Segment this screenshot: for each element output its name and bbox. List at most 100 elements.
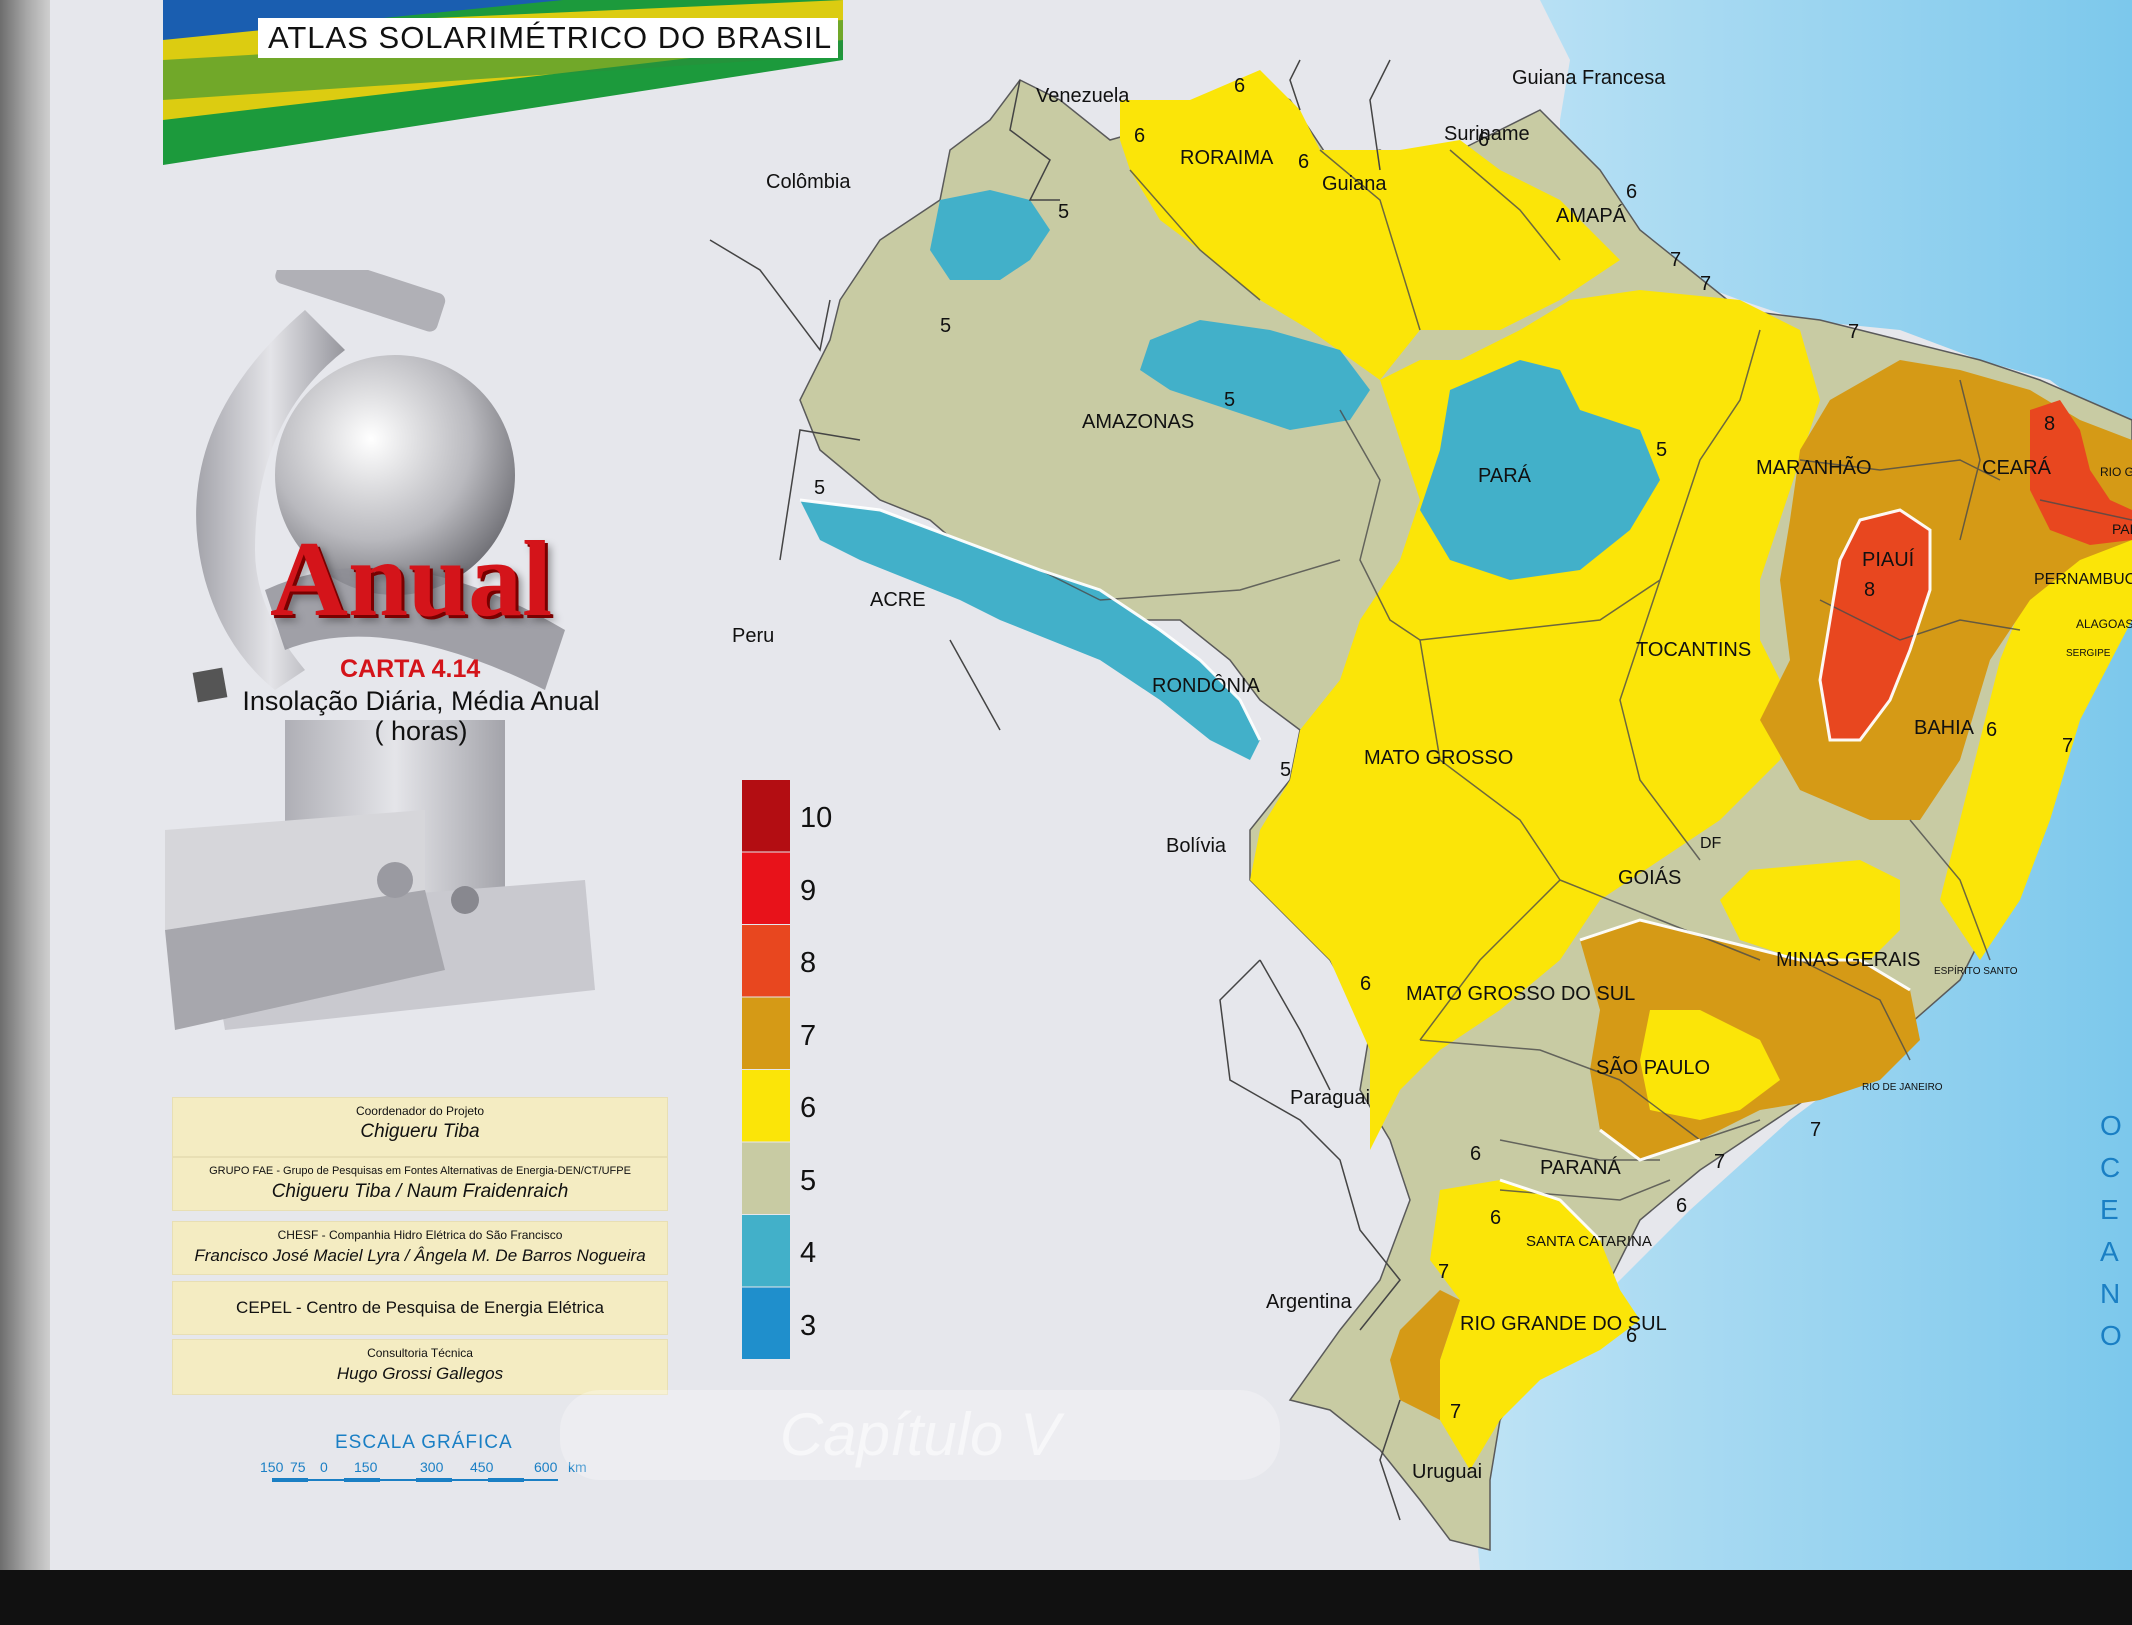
legend-swatch — [742, 1142, 790, 1214]
state-label: MATO GROSSO — [1364, 747, 1513, 769]
atlantic-ocean — [1470, 0, 2132, 1570]
map-title: Anual — [270, 520, 553, 639]
svg-text:7: 7 — [1670, 249, 1681, 271]
svg-text:5: 5 — [814, 477, 825, 499]
legend-swatch — [742, 997, 790, 1069]
region-4-roraima-west — [930, 190, 1050, 280]
legend-value: 4 — [800, 1237, 817, 1269]
state-label: SERGIPE — [2066, 648, 2111, 659]
svg-text:5: 5 — [1224, 389, 1235, 411]
state-label: DF — [1700, 835, 1722, 852]
state-label: MINAS GERAIS — [1776, 949, 1920, 971]
svg-text:6: 6 — [1676, 1195, 1687, 1217]
state-label: AMAZONAS — [1082, 411, 1194, 433]
region-6-central — [1250, 290, 1820, 1150]
ocean-label-letter: E — [2100, 1194, 2119, 1225]
svg-text:6: 6 — [1360, 973, 1371, 995]
svg-text:6: 6 — [1490, 1207, 1501, 1229]
credit-role: GRUPO FAE - Grupo de Pesquisas em Fontes… — [209, 1165, 631, 1177]
credit-coordinator: Coordenador do Projeto Chigueru Tiba — [173, 1098, 667, 1156]
svg-text:6: 6 — [1986, 719, 1997, 741]
region-8-rn — [2030, 400, 2132, 545]
state-label: TOCANTINS — [1636, 639, 1751, 661]
country-label: Colômbia — [766, 171, 851, 193]
credit-consultoria: Consultoria Técnica Hugo Grossi Gallegos — [173, 1340, 667, 1394]
scale-title: ESCALA GRÁFICA — [335, 1432, 513, 1453]
legend-value: 8 — [800, 947, 817, 979]
svg-text:7: 7 — [1450, 1401, 1461, 1423]
legend-swatch — [742, 925, 790, 997]
state-label: MATO GROSSO DO SUL — [1406, 983, 1635, 1005]
credit-names: Hugo Grossi Gallegos — [336, 1364, 504, 1383]
svg-text:8: 8 — [2044, 413, 2055, 435]
region-7-south — [1390, 1290, 1460, 1420]
map-unit: ( horas) — [374, 716, 468, 746]
scale-tick: 300 — [420, 1459, 444, 1475]
credit-names: Francisco José Maciel Lyra / Ângela M. D… — [194, 1246, 646, 1265]
ocean-label-letter: O — [2100, 1110, 2122, 1141]
country-label: Argentina — [1266, 1291, 1352, 1313]
scale-tick: 450 — [470, 1459, 494, 1475]
svg-text:7: 7 — [1810, 1119, 1821, 1141]
region-8-piaui — [1820, 510, 1930, 740]
map-description: Insolação Diária, Média Anual — [242, 686, 600, 716]
credit-role: Coordenador do Projeto — [355, 1104, 485, 1118]
region-6-south — [1430, 1180, 1640, 1470]
ocean-label-letter: A — [2100, 1236, 2119, 1267]
ocean-label-letter: N — [2100, 1278, 2121, 1309]
credit-role: CEPEL - Centro de Pesquisa de Energia El… — [236, 1298, 604, 1317]
state-label: CEARÁ — [1982, 456, 2052, 479]
svg-text:7: 7 — [1700, 273, 1711, 295]
svg-text:6: 6 — [1626, 1325, 1637, 1347]
credit-cepel: CEPEL - Centro de Pesquisa de Energia El… — [173, 1282, 667, 1334]
country-label: Venezuela — [1036, 85, 1130, 107]
brazil-insolation-map: Venezuela Guiana Francesa Suriname Guian… — [709, 59, 2132, 1551]
svg-text:7: 7 — [2062, 735, 2073, 757]
region-4-amazonas — [1140, 320, 1370, 430]
legend-swatch — [742, 1287, 790, 1359]
svg-text:6: 6 — [1478, 129, 1489, 151]
legend-swatch — [742, 852, 790, 924]
state-label: SANTA CATARINA — [1526, 1233, 1652, 1250]
scale-tick: 150 — [354, 1459, 378, 1475]
legend-value: 7 — [800, 1019, 817, 1052]
country-label: Paraguai — [1290, 1087, 1370, 1109]
credit-grupo-fae: GRUPO FAE - Grupo de Pesquisas em Fontes… — [173, 1158, 667, 1210]
ocean-background — [1470, 0, 2132, 1570]
country-label: Uruguai — [1412, 1461, 1482, 1483]
state-label: SÃO PAULO — [1596, 1055, 1710, 1079]
state-label: ACRE — [870, 589, 926, 611]
state-label: PERNAMBUCO — [2034, 571, 2132, 588]
credit-names: Chigueru Tiba / Naum Fraidenraich — [271, 1181, 569, 1202]
scale-unit: km — [568, 1459, 587, 1475]
legend-swatch — [742, 1070, 790, 1142]
region-4-acre-rondonia — [800, 500, 1260, 760]
state-label: PARÁ — [1478, 464, 1532, 487]
legend-value: 6 — [800, 1092, 817, 1124]
state-label: RIO GRANDE DO SUL — [1460, 1313, 1667, 1335]
svg-text:5: 5 — [1280, 759, 1291, 781]
state-label: RONDÔNIA — [1152, 674, 1260, 697]
chapter-watermark: Capítulo V — [560, 1390, 1280, 1480]
carta-number: CARTA 4.14 — [340, 655, 481, 683]
legend-swatch — [742, 780, 790, 852]
svg-text:7: 7 — [1438, 1261, 1449, 1283]
isoline-values: 6 6 6 5 5 5 6 6 7 7 7 5 5 8 8 6 7 5 6 6 … — [814, 75, 2073, 1423]
svg-text:6: 6 — [1134, 125, 1145, 147]
svg-text:5: 5 — [1656, 439, 1667, 461]
state-label: PIAUÍ — [1862, 548, 1915, 571]
state-label: MARANHÃO — [1756, 455, 1872, 479]
legend-value: 3 — [800, 1309, 817, 1342]
state-label: PARANÁ — [1540, 1156, 1621, 1179]
credit-names: Chigueru Tiba — [360, 1121, 480, 1142]
color-legend — [742, 780, 790, 1359]
region-6-sp — [1640, 1010, 1780, 1120]
country-label: Suriname — [1444, 123, 1530, 145]
credit-role: CHESF - Companhia Hidro Elétrica do São … — [277, 1228, 563, 1242]
country-borders — [709, 59, 1401, 1521]
country-label: Peru — [732, 625, 774, 647]
svg-text:7: 7 — [1714, 1151, 1725, 1173]
state-label: RIO GRANDE DO NORTE — [2100, 465, 2132, 479]
isolines — [799, 498, 1932, 1242]
region-6-northeast-east — [1940, 540, 2132, 960]
